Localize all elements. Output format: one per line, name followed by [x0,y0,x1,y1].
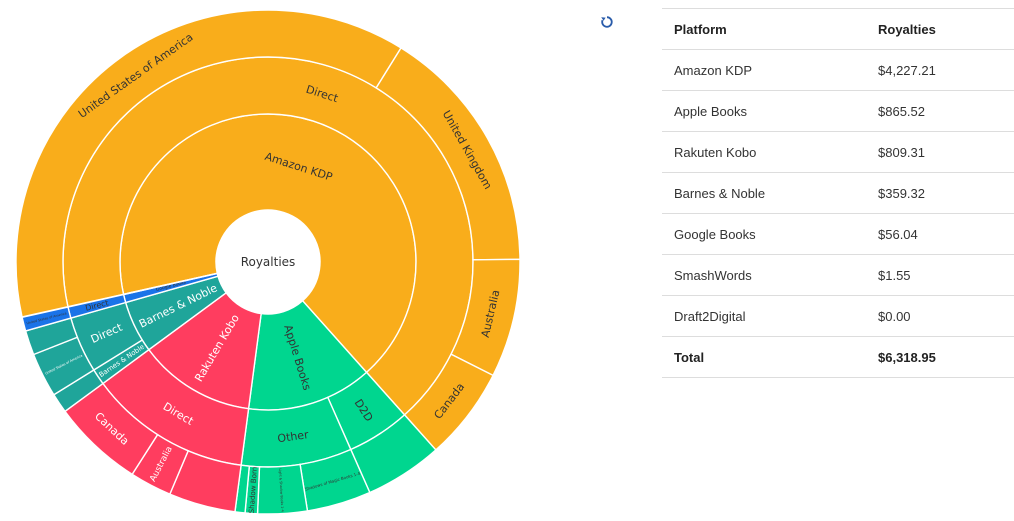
segment-label-other: Other [277,428,310,445]
platform-cell: Amazon KDP [662,49,866,91]
royalties-cell: $0.00 [866,295,1014,337]
table-header-row: Platform Royalties [662,8,1014,50]
royalties-cell: $359.32 [866,172,1014,214]
royalties-cell: $1.55 [866,254,1014,296]
table-row: Google Books $56.04 [662,213,1014,255]
table-row: Apple Books $865.52 [662,90,1014,132]
platform-column-header: Platform [662,8,866,50]
table-total-row: Total $6,318.95 [662,336,1014,378]
sunburst-center[interactable] [218,212,318,312]
sunburst-root-label: Royalties [241,255,296,269]
platform-cell: Apple Books [662,90,866,132]
platform-cell: SmashWords [662,254,866,296]
segment-label-shadow-born: Shadow Born [247,466,259,513]
royalties-cell: $56.04 [866,213,1014,255]
royalties-cell: $865.52 [866,90,1014,132]
total-label: Total [662,336,866,378]
sunburst-segment-smashwords[interactable] [122,272,219,296]
refresh-icon [601,16,613,28]
royalties-table-container: Platform Royalties Amazon KDP $4,227.21 … [662,8,1014,378]
table-row: Rakuten Kobo $809.31 [662,131,1014,173]
reset-zoom-button[interactable] [597,12,617,32]
platform-cell: Draft2Digital [662,295,866,337]
sunburst-segment-united-states-of-america[interactable] [21,306,72,332]
royalties-table: Platform Royalties Amazon KDP $4,227.21 … [662,8,1014,378]
table-row: Barnes & Noble $359.32 [662,172,1014,214]
platform-cell: Barnes & Noble [662,172,866,214]
platform-cell: Google Books [662,213,866,255]
table-row: Draft2Digital $0.00 [662,295,1014,337]
segment-label-light-and-shadow-books-1-4: Light & Shadow Books 1-4 [278,468,284,511]
platform-cell: Rakuten Kobo [662,131,866,173]
royalties-column-header: Royalties [866,8,1014,50]
royalties-cell: $809.31 [866,131,1014,173]
table-row: Amazon KDP $4,227.21 [662,49,1014,91]
table-row: SmashWords $1.55 [662,254,1014,296]
royalties-cell: $4,227.21 [866,49,1014,91]
total-value: $6,318.95 [866,336,1014,378]
